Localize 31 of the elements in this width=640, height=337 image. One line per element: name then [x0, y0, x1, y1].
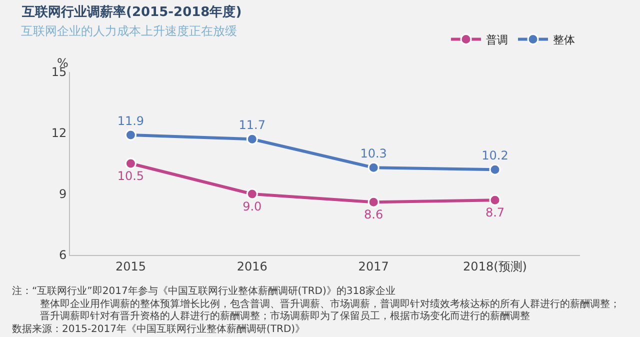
data-label: 8.6	[364, 207, 384, 222]
x-tick-label: 2015	[115, 259, 146, 274]
point	[368, 162, 380, 174]
chart-title: 互联网行业调薪率(2015-2018年度)	[21, 4, 242, 20]
point	[124, 129, 136, 141]
x-tick-label: 2017	[358, 259, 389, 274]
x-tick-label: 2016	[236, 259, 268, 274]
y-tick-label: 9	[58, 187, 67, 202]
legend-label: 普调	[486, 33, 508, 46]
point	[489, 164, 501, 176]
point	[124, 158, 136, 170]
point	[246, 188, 258, 200]
chart-subtitle: 互联网企业的人力成本上升速度正在放缓	[21, 24, 237, 38]
point	[489, 194, 501, 206]
legend-label: 整体	[553, 33, 575, 46]
data-label: 11.7	[238, 118, 266, 132]
point	[368, 196, 380, 208]
data-label: 9.0	[242, 199, 262, 214]
data-label: 11.9	[117, 114, 144, 128]
text: 注：“互联网行业”即2017年参与《中国互联网行业整体薪酬调研(TRD)》的318家企业	[12, 285, 396, 297]
source-note: 数据来源：2015-2017年《中国互联网行业整体薪酬调研(TRD)》	[12, 323, 306, 335]
data-label: 10.3	[360, 146, 387, 160]
data-label: 10.2	[482, 148, 508, 162]
text: 晋升调薪即针对有晋升资格的人群进行的薪酬调整；市场调薪即为了保留员工，根据市场变化而进行的薪酬调整	[40, 310, 530, 322]
point	[246, 133, 258, 145]
y-tick-label: 6	[58, 248, 67, 262]
text: 整体即企业用作调薪的整体预算增长比例，包含普调、晋升调薪、市场调薪，普调即针对绩效考核达标的所有人群进行的薪酬调整；	[40, 298, 620, 310]
y-tick-label: 12	[51, 126, 67, 140]
data-label: 10.5	[117, 168, 144, 183]
x-tick-label: 2018(预测)	[463, 259, 527, 274]
data-label: 8.7	[485, 205, 505, 220]
